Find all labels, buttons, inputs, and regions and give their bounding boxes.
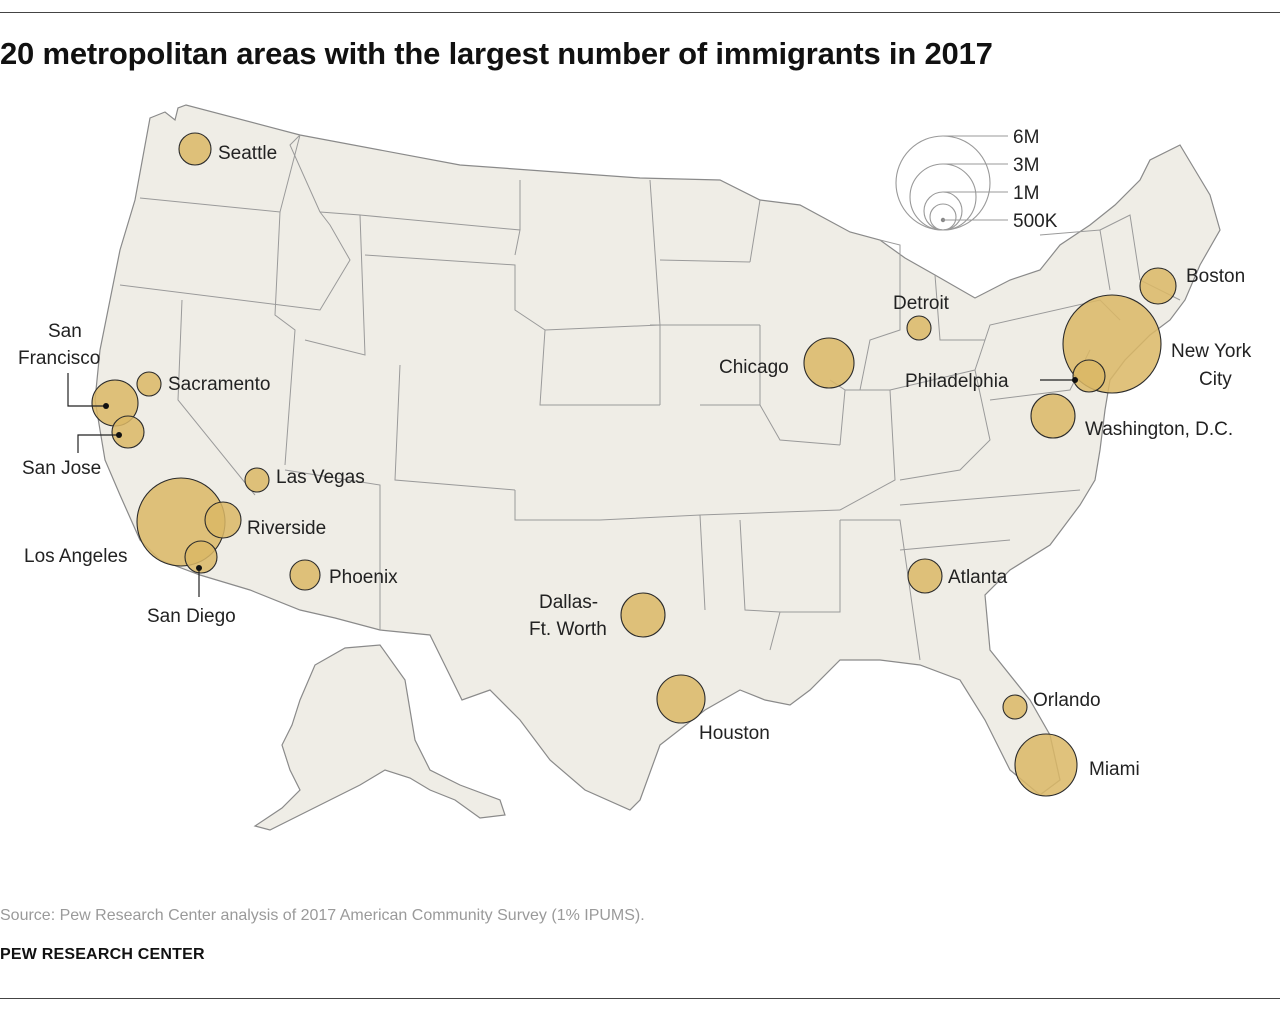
label-atlanta: Atlanta (948, 567, 1008, 588)
label-san-jose: San Jose (22, 458, 101, 479)
label-philadelphia: Philadelphia (905, 371, 1009, 392)
bubble-orlando (1002, 694, 1028, 720)
bubble-boston (1139, 267, 1177, 305)
bubble-miami (1014, 733, 1078, 797)
label-san-diego: San Diego (147, 606, 236, 627)
label-phoenix: Phoenix (329, 567, 398, 588)
leader-lines (67, 373, 1078, 597)
bubble-houston (656, 674, 706, 724)
top-rule (0, 12, 1280, 13)
legend-circle-1m (923, 191, 963, 231)
state-borders (119, 134, 1181, 661)
city-labels: Seattle San Francisco Sacramento San Jos… (18, 143, 1252, 780)
label-boston: Boston (1186, 266, 1245, 287)
label-dallas-line2: Ft. Worth (529, 619, 607, 640)
us-landmass (94, 104, 1221, 811)
size-legend: 6M 3M 1M 500K (895, 127, 1058, 232)
bubble-dallas (620, 592, 666, 638)
label-sacramento: Sacramento (168, 374, 270, 395)
label-orlando: Orlando (1033, 690, 1101, 711)
bubble-riverside (204, 501, 242, 539)
legend-circle-500k (929, 203, 957, 231)
label-new-york-line1: New York (1171, 341, 1252, 362)
legend-circle-6m (895, 135, 991, 231)
legend-label-1m: 1M (1013, 183, 1039, 204)
bubble-washington (1030, 393, 1076, 439)
label-dallas-line1: Dallas- (539, 592, 598, 613)
city-bubbles (91, 132, 1177, 797)
bubble-sacramento (136, 371, 162, 397)
label-san-francisco-line1: San (48, 321, 82, 342)
bubble-las-vegas (244, 467, 270, 493)
label-houston: Houston (699, 723, 770, 744)
label-washington: Washington, D.C. (1085, 419, 1233, 440)
bubble-phoenix (289, 559, 321, 591)
chart-title: 20 metropolitan areas with the largest n… (0, 36, 993, 71)
bubble-detroit (906, 315, 932, 341)
bubble-chicago (803, 337, 855, 389)
bubble-seattle (178, 132, 212, 166)
label-chicago: Chicago (719, 357, 789, 378)
label-riverside: Riverside (247, 518, 326, 539)
org-credit: PEW RESEARCH CENTER (0, 946, 205, 963)
alaska (253, 644, 506, 831)
bubble-atlanta (907, 558, 943, 594)
bubble-san-diego (184, 540, 218, 574)
us-map: 6M 3M 1M 500K (18, 104, 1252, 831)
bottom-rule (0, 998, 1280, 999)
label-las-vegas: Las Vegas (276, 467, 365, 488)
legend-label-3m: 3M (1013, 155, 1039, 176)
source-note: Source: Pew Research Center analysis of … (0, 907, 645, 924)
legend-label-6m: 6M (1013, 127, 1039, 148)
label-seattle: Seattle (218, 143, 277, 164)
label-miami: Miami (1089, 759, 1140, 780)
label-san-francisco-line2: Francisco (18, 348, 100, 369)
label-detroit: Detroit (893, 293, 950, 314)
bubble-san-jose (111, 415, 145, 449)
legend-label-500k: 500K (1013, 211, 1058, 232)
label-los-angeles: Los Angeles (24, 546, 128, 567)
bubble-philadelphia (1072, 359, 1106, 393)
label-new-york-line2: City (1199, 369, 1232, 390)
